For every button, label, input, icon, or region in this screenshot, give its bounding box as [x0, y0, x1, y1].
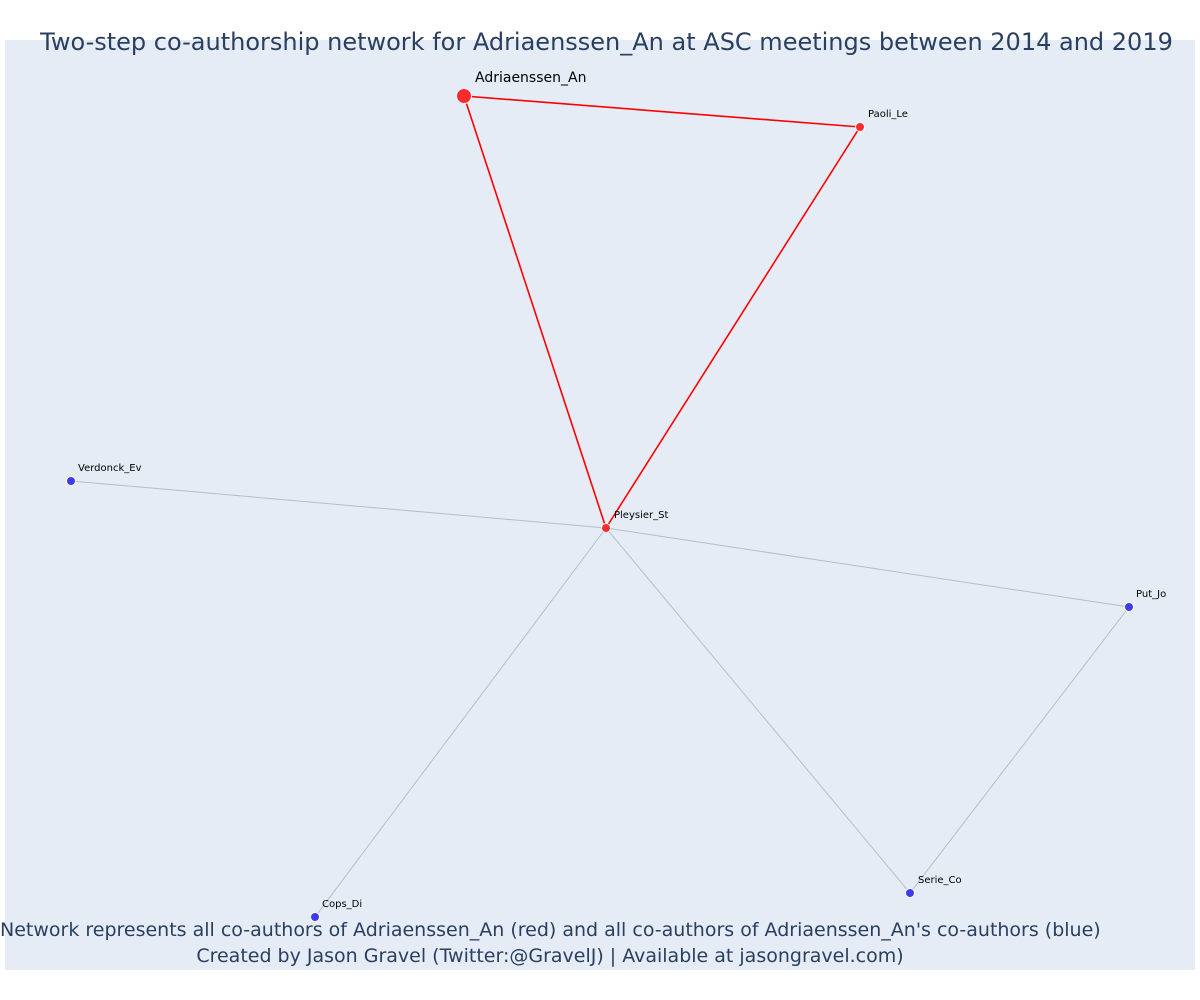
- edges-layer: [70, 95, 1130, 918]
- chart-title: Two-step co-authorship network for Adria…: [40, 28, 1173, 56]
- node-label-verdonck-ev: Verdonck_Ev: [78, 463, 142, 474]
- labels-layer: Adriaenssen_An Paoli_Le Pleysier_St Verdonc…: [78, 70, 1166, 910]
- node-label-paoli-le: Paoli_Le: [868, 109, 908, 120]
- footnote: Network represents all co-authors of Adr…: [0, 917, 1101, 969]
- edge-paoli-le-pleysier-st: [605, 126, 861, 529]
- node-paoli-le[interactable]: [855, 122, 865, 132]
- footnote-description: Network represents all co-authors of Adr…: [0, 919, 1101, 941]
- node-label-serie-co: Serie_Co: [918, 875, 962, 886]
- edge-pleysier-st-put-jo: [605, 527, 1130, 608]
- edge-pleysier-st-cops-di: [314, 527, 607, 918]
- nodes-layer: [66, 88, 1134, 922]
- node-serie-co[interactable]: [905, 888, 915, 898]
- node-label-adriaenssen-an: Adriaenssen_An: [475, 70, 586, 86]
- node-pleysier-st[interactable]: [601, 523, 611, 533]
- edge-adriaenssen-an-pleysier-st: [463, 95, 607, 529]
- edge-adriaenssen-an-paoli-le: [463, 95, 861, 128]
- node-label-pleysier-st: Pleysier_St: [614, 510, 668, 521]
- edge-put-jo-serie-co: [909, 606, 1130, 894]
- plot-background: [5, 40, 1195, 970]
- node-adriaenssen-an[interactable]: [456, 88, 472, 104]
- node-cops-di[interactable]: [310, 912, 320, 922]
- edge-pleysier-st-serie-co: [605, 527, 911, 894]
- node-verdonck-ev[interactable]: [66, 476, 76, 486]
- node-label-cops-di: Cops_Di: [322, 899, 362, 910]
- node-put-jo[interactable]: [1124, 602, 1134, 612]
- edge-pleysier-st-verdonck-ev: [70, 480, 607, 529]
- footnote-credit: Created by Jason Gravel (Twitter:@Gravel…: [196, 945, 904, 967]
- node-label-put-jo: Put_Jo: [1136, 589, 1166, 600]
